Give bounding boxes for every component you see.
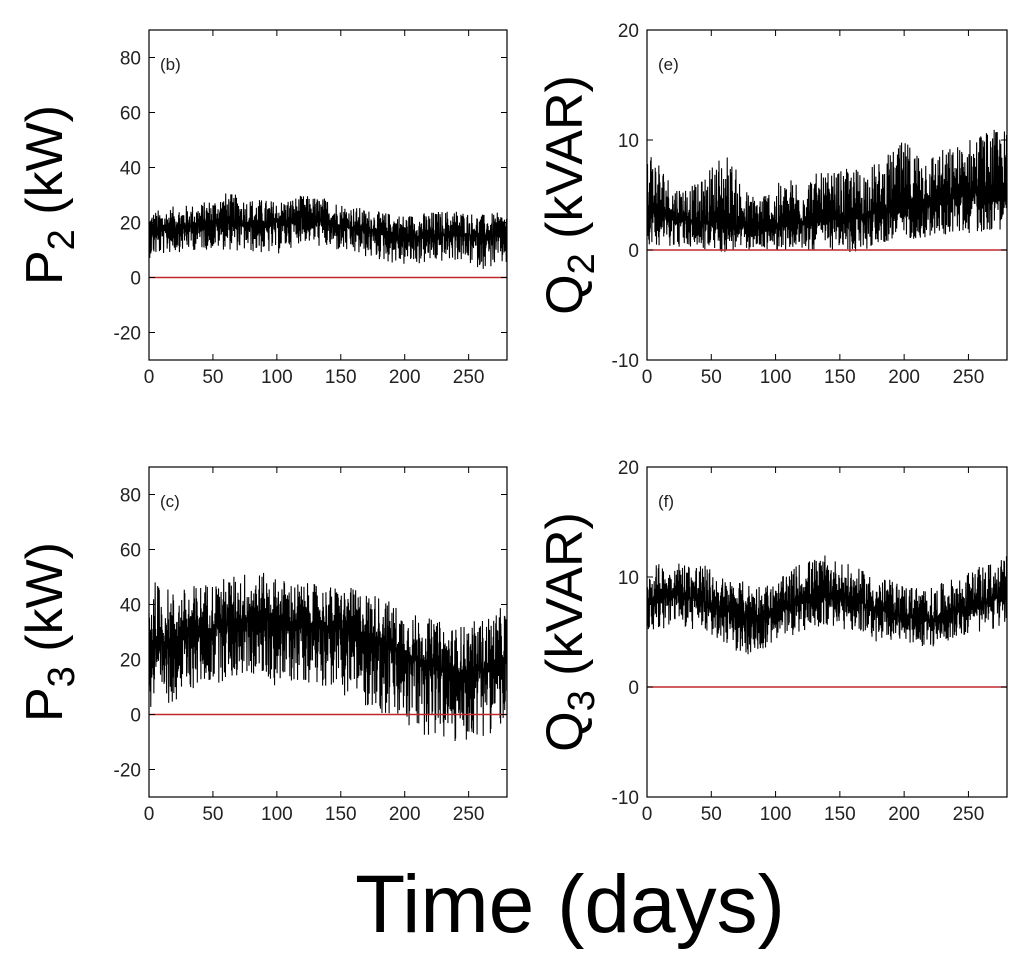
plot-frame [646, 29, 1008, 361]
y-tick-label: 40 [120, 159, 141, 180]
x-tick-label: 100 [760, 367, 792, 388]
x-tick-label: 50 [202, 367, 223, 388]
y-tick-label: 60 [120, 104, 141, 125]
x-tick-label: 150 [824, 804, 856, 825]
x-tick-label: 250 [953, 367, 985, 388]
y-tick-label: 20 [120, 651, 141, 672]
y-tick-label: 10 [618, 568, 639, 589]
panel-label: (c) [160, 492, 180, 511]
x-tick-label: 0 [642, 367, 653, 388]
x-tick-label: 150 [325, 804, 357, 825]
y-tick-label: 80 [120, 49, 141, 70]
x-tick-label: 0 [642, 804, 653, 825]
y-tick-label: -20 [114, 324, 141, 345]
y-axis-var: Q [536, 274, 594, 314]
y-tick-label: 60 [120, 541, 141, 562]
y-tick-label: 80 [120, 486, 141, 507]
x-tick-label: 150 [824, 367, 856, 388]
y-axis-var: P [16, 250, 74, 285]
y-tick-label: 20 [618, 458, 639, 479]
series-line [148, 193, 508, 269]
x-tick-label: 0 [144, 804, 155, 825]
y-tick-label: -10 [612, 351, 639, 372]
x-tick-label: 250 [953, 804, 985, 825]
panel-label: (b) [160, 55, 181, 74]
y-tick-label: 20 [120, 214, 141, 235]
y-tick-label: 0 [628, 678, 639, 699]
x-tick-label: 200 [888, 804, 920, 825]
y-tick-label: 0 [628, 241, 639, 262]
y-axis-unit: (kVAR) [536, 75, 594, 253]
x-tick-label: 100 [261, 804, 293, 825]
y-axis-unit: (kW) [16, 105, 74, 229]
panel-label: (f) [658, 492, 674, 511]
x-tick-label: 200 [389, 804, 421, 825]
x-tick-label: 50 [202, 804, 223, 825]
y-tick-label: 20 [618, 21, 639, 42]
x-tick-label: 200 [389, 367, 421, 388]
y-axis-subscript: 2 [561, 253, 603, 274]
x-tick-label: 100 [261, 367, 293, 388]
y-axis-title: Q2 (kVAR) [536, 75, 603, 315]
y-tick-label: -10 [612, 788, 639, 809]
y-axis-unit: (kVAR) [536, 512, 594, 690]
panel-label: (e) [658, 55, 679, 74]
x-tick-label: 50 [701, 367, 722, 388]
x-tick-label: 100 [760, 804, 792, 825]
y-tick-label: 0 [130, 269, 141, 290]
x-tick-label: 0 [144, 367, 155, 388]
y-axis-title: P2 (kW) [16, 105, 83, 285]
y-axis-title: P3 (kW) [16, 542, 83, 722]
y-axis-title: Q3 (kVAR) [536, 512, 603, 752]
x-tick-label: 250 [453, 804, 485, 825]
series-line [148, 572, 508, 741]
y-axis-subscript: 3 [41, 666, 83, 687]
x-tick-label: 200 [888, 367, 920, 388]
y-axis-subscript: 2 [41, 229, 83, 250]
x-tick-label: 250 [453, 367, 485, 388]
y-tick-label: 0 [130, 706, 141, 727]
chart-panel: 0 50 100 150 200 250 -20 0 20 40 60 80 (b) P2 (kW) [16, 29, 508, 388]
series-line [646, 555, 1008, 655]
y-axis-var: Q [536, 711, 594, 751]
x-tick-label: 150 [325, 367, 357, 388]
series-line [646, 129, 1008, 252]
plot-frame [148, 29, 508, 361]
y-tick-label: 10 [618, 131, 639, 152]
x-tick-label: 50 [701, 804, 722, 825]
plot-frame [646, 466, 1008, 798]
y-tick-label: -20 [114, 761, 141, 782]
y-tick-label: 40 [120, 596, 141, 617]
x-axis-title: Time (days) [355, 859, 785, 950]
y-axis-unit: (kW) [16, 542, 74, 666]
plot-frame [148, 466, 508, 798]
y-axis-subscript: 3 [561, 690, 603, 711]
y-axis-var: P [16, 687, 74, 722]
chart-panel: 0 50 100 150 200 250 -20 0 20 40 60 80 (c) P3 (kW) [16, 466, 508, 825]
